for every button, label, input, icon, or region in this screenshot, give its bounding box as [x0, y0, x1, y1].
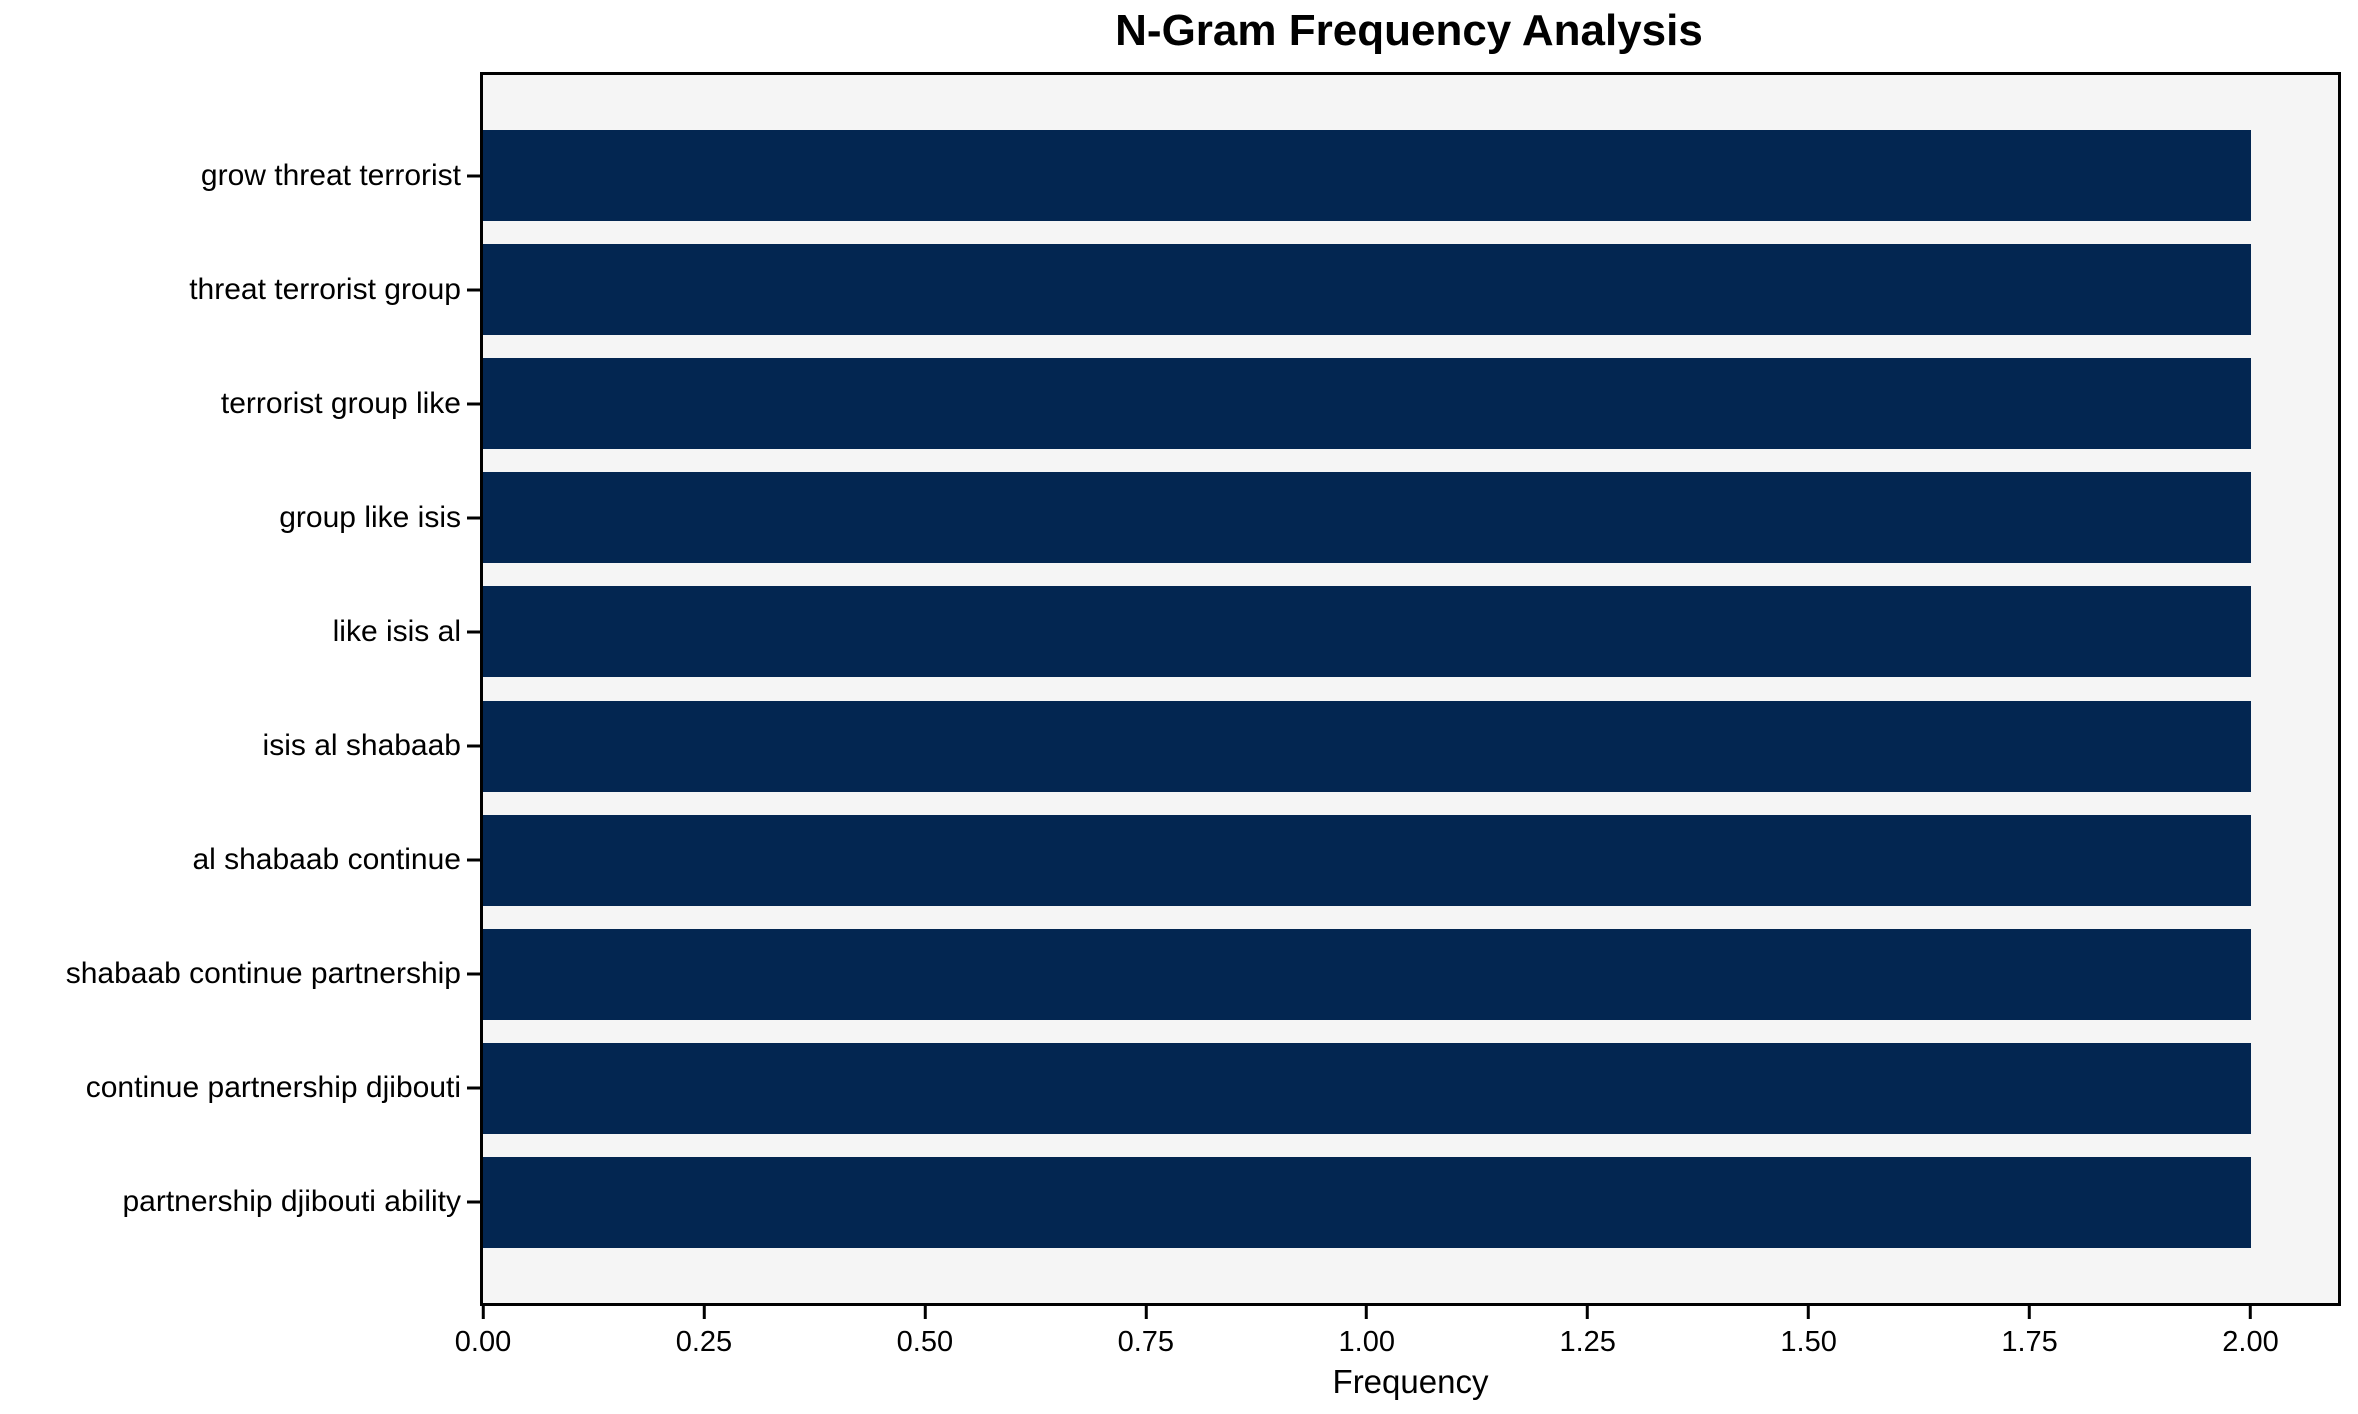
x-axis-tick — [923, 1306, 927, 1319]
bar-row: like isis al — [333, 586, 2338, 678]
x-axis-tick — [1807, 1306, 1811, 1319]
y-axis-tick — [467, 1086, 480, 1090]
x-axis-tick-label: 0.25 — [675, 1326, 733, 1358]
bar[interactable] — [483, 586, 2251, 678]
x-tick-group: 2.00 — [2222, 1306, 2279, 1358]
x-axis-tick — [481, 1306, 485, 1319]
x-axis-tick — [2248, 1306, 2252, 1319]
y-axis-tick — [467, 174, 480, 177]
x-axis-tick-label: 1.25 — [1559, 1326, 1616, 1358]
bar-row: al shabaab continue — [192, 814, 2338, 906]
x-axis-title: Frequency — [1332, 1363, 1489, 1400]
bar-row: group like isis — [279, 472, 2338, 564]
bar[interactable] — [483, 1156, 2251, 1248]
x-axis-tick-label: 0.50 — [896, 1326, 954, 1358]
y-axis-label: partnership djibouti ability — [122, 1185, 461, 1219]
x-axis-tick-label: 1.00 — [1338, 1326, 1395, 1358]
bar[interactable] — [483, 928, 2251, 1020]
bar-row: terrorist group like — [221, 358, 2338, 450]
y-axis-tick — [467, 516, 480, 520]
x-tick-group: 1.75 — [2001, 1306, 2058, 1358]
y-axis-tick — [467, 402, 480, 406]
y-axis-tick — [467, 288, 480, 292]
bar[interactable] — [483, 814, 2251, 906]
x-axis-tick-label: 1.75 — [2001, 1326, 2058, 1358]
bar[interactable] — [483, 130, 2251, 221]
x-axis-tick-label: 0.75 — [1117, 1326, 1175, 1358]
x-tick-group: 1.00 — [1339, 1306, 1395, 1357]
x-axis-tick-label: 2.00 — [2222, 1326, 2279, 1358]
x-axis-tick-label: 1.50 — [1780, 1326, 1837, 1358]
y-axis-tick — [467, 858, 480, 862]
bar-row: continue partnership djibouti — [86, 1042, 2338, 1134]
y-axis-tick — [467, 1200, 480, 1204]
x-axis-tick — [1365, 1306, 1369, 1319]
y-axis-label: al shabaab continue — [192, 843, 461, 877]
y-axis-label: continue partnership djibouti — [85, 1071, 461, 1105]
y-axis-label: threat terrorist group — [189, 272, 461, 306]
bar[interactable] — [483, 244, 2251, 336]
chart-title: N-Gram Frequency Analysis — [1115, 6, 1703, 55]
y-axis-label: grow threat terrorist — [200, 158, 461, 192]
x-tick-group: 0.25 — [676, 1306, 732, 1357]
bar-row: grow threat terrorist — [201, 130, 2338, 221]
bar[interactable] — [483, 358, 2251, 450]
bar[interactable] — [483, 1042, 2251, 1134]
bar-row: threat terrorist group — [189, 244, 2338, 336]
x-axis-tick — [1144, 1306, 1148, 1319]
y-axis-label: isis al shabaab — [262, 729, 461, 763]
x-axis-tick-label: 0.00 — [454, 1326, 512, 1358]
x-tick-group: 0.75 — [1118, 1306, 1174, 1357]
x-axis-tick — [702, 1306, 706, 1319]
bar-row: shabaab continue partnership — [66, 928, 2338, 1020]
y-axis-tick — [467, 744, 480, 748]
y-axis-tick — [467, 630, 480, 634]
y-axis-label: terrorist group like — [220, 386, 461, 420]
plot-area: grow threat terrorist threat terrorist gr… — [66, 72, 2341, 1398]
x-axis-tick — [2028, 1306, 2032, 1319]
x-tick-group: 0.00 — [455, 1306, 511, 1357]
y-axis-tick — [467, 972, 480, 976]
x-axis-tick — [1586, 1306, 1590, 1319]
bar-row: isis al shabaab — [263, 700, 2338, 792]
y-axis-label: group like isis — [279, 500, 461, 534]
x-tick-group: 1.50 — [1780, 1306, 1837, 1358]
bar-rows: grow threat terrorist threat terrorist gr… — [66, 75, 2338, 1303]
x-axis: 0.00 0.25 0.50 0.75 1.00 1.25 1.50 1.75 2.00 — [455, 1303, 2338, 1383]
x-tick-group: 1.25 — [1559, 1306, 1616, 1358]
y-axis-label: like isis al — [332, 614, 461, 648]
bar-row: partnership djibouti ability — [122, 1156, 2338, 1248]
x-tick-group: 0.50 — [897, 1306, 953, 1357]
y-axis-label: shabaab continue partnership — [65, 957, 461, 991]
bar[interactable] — [483, 472, 2251, 564]
bar[interactable] — [483, 700, 2251, 792]
